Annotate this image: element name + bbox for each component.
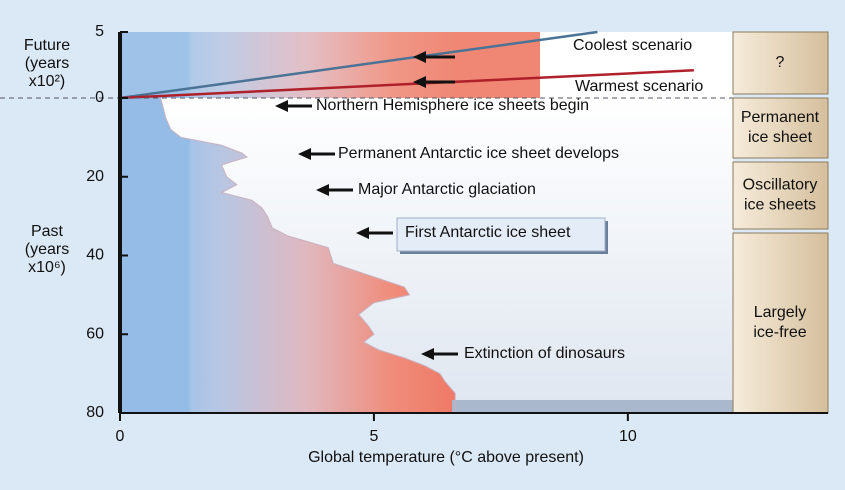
period-label-line: Permanent xyxy=(741,109,820,126)
y-axis-label: x10²) xyxy=(29,73,65,90)
y-tick-label: 5 xyxy=(95,23,104,40)
annotation: Extinction of dinosaurs xyxy=(464,345,625,362)
period-label: Oscillatory ice sheets xyxy=(743,177,818,214)
period-label-line: ice sheet xyxy=(748,129,813,146)
y-axis-label: (years xyxy=(25,241,69,258)
arrow-head xyxy=(413,76,426,88)
annotation: First Antarctic ice sheet xyxy=(405,224,571,241)
period-label: ? xyxy=(776,54,785,71)
x-axis-label: Global temperature (°C above present) xyxy=(308,449,584,466)
y-tick-label: 60 xyxy=(86,325,104,342)
y-tick-label: 20 xyxy=(86,168,104,185)
period-box xyxy=(732,232,829,414)
arrow-head xyxy=(413,51,426,63)
y-axis-label: Future xyxy=(24,37,70,54)
scenario-label: Coolest scenario xyxy=(573,37,692,54)
annotation-box xyxy=(396,217,606,252)
x-tick-label: 0 xyxy=(116,428,125,445)
bottom-band xyxy=(452,400,733,413)
period-label: Largely ice-free xyxy=(753,304,806,341)
scenario-line xyxy=(119,69,694,100)
arrow-head xyxy=(421,348,434,360)
scenario-line xyxy=(119,30,598,100)
period-label-line: ice-free xyxy=(753,324,806,341)
y-tick-label: 0 xyxy=(95,89,104,106)
annotation: Major Antarctic glaciation xyxy=(358,181,536,198)
annotation: Northern Hemisphere ice sheets begin xyxy=(316,97,589,114)
y-axis-label: Past xyxy=(31,223,64,240)
y-axis-label: (years xyxy=(25,55,69,72)
x-tick-label: 5 xyxy=(369,428,378,445)
period-box xyxy=(732,161,829,230)
y-tick-label: 40 xyxy=(86,247,104,264)
period-box xyxy=(732,31,829,95)
y-axis-label: x10⁶) xyxy=(28,259,66,276)
arrow-head xyxy=(298,148,311,160)
arrow-head xyxy=(275,100,288,112)
x-tick-label: 10 xyxy=(619,428,637,445)
period-label-line: ? xyxy=(776,54,785,71)
cold-region xyxy=(160,98,734,413)
period-label-line: ice sheets xyxy=(744,197,816,214)
period-label-line: Oscillatory xyxy=(743,177,818,194)
period-box xyxy=(732,97,829,159)
temperature-curve xyxy=(160,97,456,413)
y-tick-label: 80 xyxy=(86,404,104,421)
scenario-label: Warmest scenario xyxy=(575,78,703,95)
arrow-head xyxy=(316,184,329,196)
annotation: Permanent Antarctic ice sheet develops xyxy=(338,145,619,162)
period-label: Permanent ice sheet xyxy=(741,109,820,146)
arrow-head xyxy=(356,227,369,239)
period-label-line: Largely xyxy=(754,304,806,321)
